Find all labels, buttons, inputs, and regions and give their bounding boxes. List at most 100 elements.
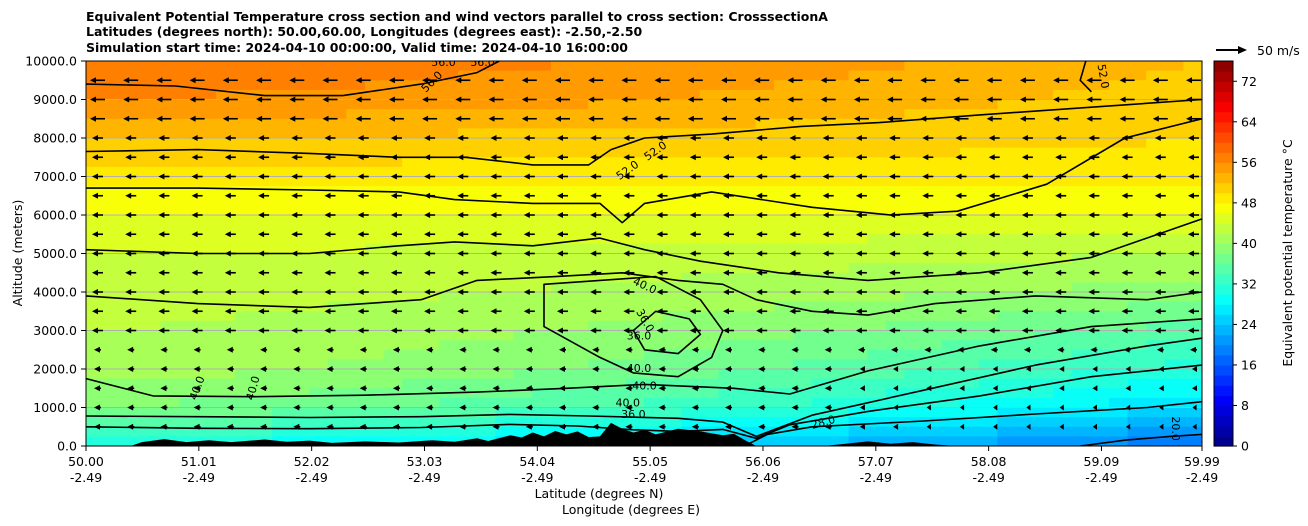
field-cell <box>792 359 812 370</box>
field-cell <box>365 349 385 360</box>
field-cell <box>904 89 924 101</box>
field-cell <box>327 70 347 81</box>
field-cell <box>941 70 961 81</box>
field-cell <box>681 176 701 187</box>
field-cell <box>1016 359 1036 370</box>
wind-vector-head <box>260 385 267 392</box>
field-cell <box>755 109 775 120</box>
field-cell <box>532 378 552 389</box>
wind-vector-head <box>623 212 630 218</box>
wind-vector-head <box>158 231 165 238</box>
plot-area: 56.056.0 56.052.052.052.040.036.036.040.0… <box>86 61 1202 446</box>
field-cell <box>365 118 385 129</box>
field-cell <box>216 234 236 245</box>
field-cell <box>216 176 236 187</box>
field-cell <box>1016 243 1036 255</box>
wind-vector-head <box>92 192 98 199</box>
wind-vector-head <box>855 192 862 199</box>
field-cell <box>569 234 589 245</box>
field-cell <box>830 292 850 303</box>
x-tick-label-lat: 55.05 <box>632 454 668 469</box>
wind-vector-head <box>1188 308 1194 315</box>
field-cell <box>830 282 850 293</box>
field-cell <box>197 224 217 235</box>
field-cell <box>625 80 645 91</box>
field-cell <box>420 349 440 360</box>
field-cell <box>737 292 757 303</box>
wind-vector-head <box>160 423 167 430</box>
field-cell <box>904 205 924 216</box>
field-cell <box>1183 128 1202 139</box>
y-tick-label: 4000.0 <box>33 285 77 300</box>
field-cell <box>290 292 310 303</box>
field-cell <box>848 253 868 264</box>
field-cell <box>513 253 533 264</box>
field-cell <box>104 70 124 81</box>
field-cell <box>234 70 254 81</box>
field-cell <box>755 292 775 303</box>
field-cell <box>978 157 998 168</box>
field-cell <box>830 320 850 332</box>
wind-vector-head <box>723 154 729 161</box>
field-cell <box>458 89 478 101</box>
wind-vector-head <box>492 423 499 430</box>
field-cell <box>1090 426 1110 437</box>
field-cell <box>885 369 905 380</box>
wind-vector-head <box>623 308 630 315</box>
wind-vector-head <box>625 346 632 353</box>
wind-vector-head <box>1121 327 1128 334</box>
wind-vector-head <box>859 385 865 392</box>
field-cell <box>1183 263 1202 274</box>
wind-vector-head <box>953 115 960 122</box>
field-cell <box>960 99 980 110</box>
field-cell <box>737 388 757 399</box>
field-cell <box>86 166 106 178</box>
field-cell <box>551 407 571 418</box>
field-cell <box>1183 99 1202 110</box>
field-cell <box>495 166 515 178</box>
field-cell <box>160 253 180 264</box>
field-cell <box>1127 176 1147 187</box>
field-cell <box>1127 369 1147 380</box>
wind-vector-head <box>1188 154 1194 161</box>
field-cell <box>1071 272 1091 283</box>
field-cell <box>792 195 812 206</box>
colorbar-band <box>1214 192 1233 204</box>
field-cell <box>1146 70 1166 81</box>
field-cell <box>290 234 310 245</box>
field-cell <box>941 205 961 216</box>
wind-vector-head <box>656 327 663 334</box>
wind-vector-head <box>191 173 198 180</box>
field-cell <box>1109 407 1129 418</box>
field-cell <box>86 128 106 139</box>
wind-vector-head <box>1092 404 1097 411</box>
wind-vector-head <box>824 366 831 372</box>
field-cell <box>588 61 608 72</box>
field-cell <box>420 80 440 91</box>
field-cell <box>792 349 812 360</box>
y-axis-label: Altitude (meters) <box>10 200 25 307</box>
field-cell <box>904 166 924 178</box>
field-cell <box>383 147 403 158</box>
field-cell <box>681 388 701 399</box>
field-cell <box>904 80 924 91</box>
wind-vector-head <box>789 327 796 334</box>
field-cell <box>625 417 645 428</box>
field-cell <box>272 349 292 360</box>
field-cell <box>1016 253 1036 264</box>
field-cell <box>476 407 496 418</box>
field-cell <box>718 417 738 428</box>
field-cell <box>86 397 106 409</box>
wind-vector-head <box>521 77 528 84</box>
field-cell <box>830 340 850 351</box>
field-cell <box>1146 147 1166 158</box>
field-cell <box>811 128 831 139</box>
field-cell <box>737 128 757 139</box>
field-cell <box>1127 426 1147 437</box>
field-cell <box>179 109 199 120</box>
field-cell <box>774 417 794 428</box>
wind-vector-head <box>158 289 165 295</box>
wind-vector-head <box>1053 115 1060 122</box>
field-cell <box>216 311 236 322</box>
field-cell <box>86 80 106 91</box>
